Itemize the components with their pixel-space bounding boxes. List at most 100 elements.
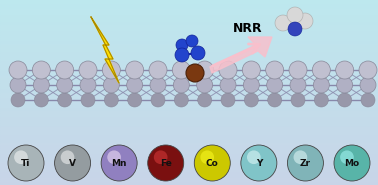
Bar xyxy=(0,21,378,23)
Circle shape xyxy=(314,93,328,107)
Bar xyxy=(0,143,378,146)
Bar xyxy=(0,63,378,65)
Circle shape xyxy=(175,48,189,62)
Bar xyxy=(0,69,378,72)
Bar xyxy=(0,23,378,26)
Circle shape xyxy=(291,93,305,107)
Circle shape xyxy=(57,77,73,93)
Circle shape xyxy=(150,77,166,93)
Bar xyxy=(0,116,378,118)
Circle shape xyxy=(361,93,375,107)
Circle shape xyxy=(8,145,44,181)
Bar xyxy=(0,123,378,125)
Bar xyxy=(0,95,378,97)
Bar xyxy=(0,53,378,55)
Circle shape xyxy=(334,145,370,181)
Bar xyxy=(0,150,378,153)
Bar xyxy=(0,139,378,141)
Bar xyxy=(0,180,378,183)
Bar xyxy=(0,120,378,123)
Bar xyxy=(0,164,378,166)
Bar xyxy=(0,16,378,18)
Bar xyxy=(0,51,378,53)
Circle shape xyxy=(81,93,95,107)
Bar xyxy=(0,88,378,90)
Bar xyxy=(0,44,378,46)
Circle shape xyxy=(10,77,26,93)
Circle shape xyxy=(103,77,119,93)
Circle shape xyxy=(313,77,329,93)
Bar xyxy=(0,2,378,5)
Polygon shape xyxy=(210,37,272,73)
Circle shape xyxy=(266,77,283,93)
Bar xyxy=(0,106,378,109)
Circle shape xyxy=(197,77,213,93)
Circle shape xyxy=(34,93,48,107)
Bar xyxy=(0,30,378,32)
Circle shape xyxy=(33,77,50,93)
Circle shape xyxy=(360,77,376,93)
Circle shape xyxy=(297,13,313,29)
Circle shape xyxy=(11,93,25,107)
Bar xyxy=(0,14,378,16)
Circle shape xyxy=(247,150,261,164)
Circle shape xyxy=(266,61,284,79)
Circle shape xyxy=(79,61,97,79)
Bar xyxy=(0,56,378,58)
Circle shape xyxy=(101,145,137,181)
Text: Y: Y xyxy=(256,159,262,167)
Circle shape xyxy=(338,93,352,107)
Circle shape xyxy=(287,7,303,23)
Circle shape xyxy=(268,93,282,107)
Circle shape xyxy=(80,77,96,93)
Bar xyxy=(0,155,378,157)
Bar xyxy=(0,28,378,30)
Bar xyxy=(0,90,378,92)
Bar xyxy=(0,7,378,9)
Bar xyxy=(0,178,378,180)
Circle shape xyxy=(191,46,205,60)
Circle shape xyxy=(275,15,291,31)
Bar xyxy=(0,146,378,148)
Bar xyxy=(0,109,378,111)
Bar xyxy=(0,127,378,130)
Circle shape xyxy=(151,93,165,107)
Circle shape xyxy=(54,145,91,181)
Text: NRR: NRR xyxy=(233,21,263,34)
Bar xyxy=(0,100,378,102)
Bar xyxy=(0,74,378,76)
Bar xyxy=(0,81,378,83)
Bar xyxy=(0,83,378,85)
Circle shape xyxy=(312,61,330,79)
Circle shape xyxy=(294,150,307,164)
Circle shape xyxy=(219,61,237,79)
Text: Fe: Fe xyxy=(160,159,172,167)
Bar xyxy=(0,159,378,162)
Circle shape xyxy=(148,145,184,181)
Bar xyxy=(0,12,378,14)
Circle shape xyxy=(174,93,188,107)
Circle shape xyxy=(61,150,74,164)
Circle shape xyxy=(149,61,167,79)
Bar xyxy=(0,162,378,164)
Circle shape xyxy=(289,61,307,79)
Bar xyxy=(0,134,378,137)
Bar xyxy=(0,102,378,104)
Circle shape xyxy=(198,93,212,107)
Circle shape xyxy=(337,77,353,93)
Bar xyxy=(0,26,378,28)
Bar xyxy=(0,111,378,113)
Circle shape xyxy=(186,64,204,82)
Bar xyxy=(0,76,378,79)
Circle shape xyxy=(340,150,354,164)
Bar xyxy=(0,113,378,116)
Bar xyxy=(0,67,378,69)
Bar xyxy=(0,118,378,120)
Circle shape xyxy=(359,61,377,79)
Circle shape xyxy=(172,61,191,79)
Bar xyxy=(0,148,378,150)
Bar xyxy=(0,166,378,169)
Circle shape xyxy=(14,150,28,164)
Circle shape xyxy=(154,150,167,164)
Circle shape xyxy=(242,61,260,79)
